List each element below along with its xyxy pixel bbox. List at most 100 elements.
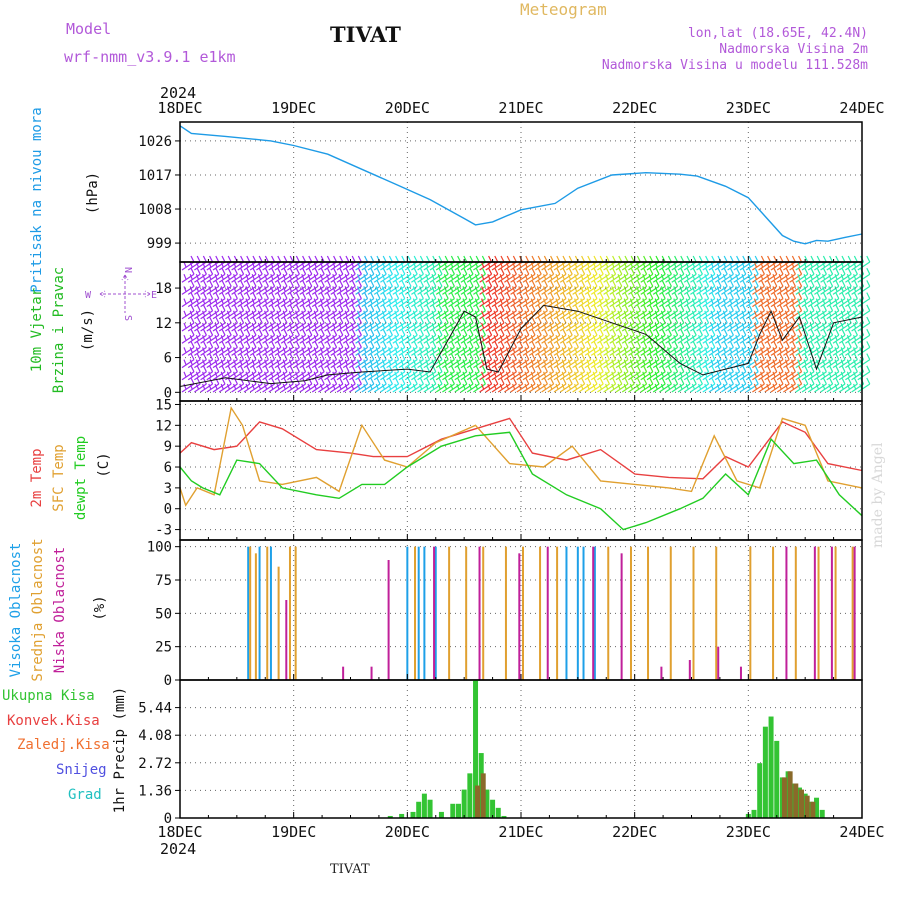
wind-barb (324, 341, 338, 356)
bar-srednja-oblacnost (715, 546, 718, 680)
wind-barb (566, 365, 579, 381)
wind-barb (206, 328, 220, 344)
wind-barb (714, 304, 728, 320)
wind-barb (243, 377, 257, 393)
temp2m-axis-title: 2m Temp (29, 448, 45, 507)
wind-barb (690, 267, 703, 283)
wind-barb (634, 353, 648, 369)
wind-barb (429, 365, 443, 381)
wind-barb (547, 341, 561, 356)
wind-barb (758, 267, 772, 283)
wind-barb (466, 365, 480, 381)
wind-barb (758, 341, 772, 356)
wind-barb (404, 377, 418, 393)
wind-barb (671, 365, 685, 381)
y-tick-label: 999 (147, 236, 172, 252)
wind-barb (479, 280, 493, 295)
wind-barb (318, 292, 331, 308)
wind-barb (194, 377, 207, 393)
wind-barb (442, 341, 455, 356)
wind-barb (299, 341, 313, 356)
wind-barb (212, 341, 226, 356)
wind-barb (349, 341, 362, 356)
wind-barb (609, 292, 623, 308)
wind-barb (628, 304, 641, 320)
wind-barb (231, 255, 245, 271)
wind-barb (212, 267, 226, 283)
bar-ukupna-kisa (467, 773, 473, 818)
bar-ukupna-kisa (410, 811, 416, 818)
lonlat-label: lon,lat (18.65E, 42.4N) (687, 26, 868, 41)
wind-barb (659, 365, 672, 381)
wind-barb (857, 377, 871, 393)
wind-barb (795, 255, 809, 271)
x-tick-label-top: 20DEC (385, 99, 430, 117)
bar-niska-oblacnost (342, 666, 345, 680)
wind-barb (293, 365, 307, 381)
wind-barb (733, 328, 747, 344)
wind-barb (702, 341, 716, 356)
wind-barb (212, 377, 226, 393)
wind-barb (460, 341, 474, 356)
wind-barb (460, 328, 474, 344)
wind-barb (218, 280, 232, 295)
wind-barb (522, 292, 536, 308)
wind-barb (318, 341, 331, 356)
wind-barb (857, 280, 871, 295)
wind-barb (826, 255, 840, 271)
wind-barb (528, 280, 542, 295)
wind-barb (398, 280, 412, 295)
wind-barb (820, 267, 834, 283)
wind-barb (739, 267, 753, 283)
wind-barb (305, 316, 319, 332)
wind-barb (807, 304, 821, 320)
wind-barb (609, 328, 623, 344)
wind-barb (293, 353, 307, 369)
wind-barb (708, 316, 722, 332)
wind-barb (764, 328, 778, 344)
wind-barb (702, 328, 716, 344)
y-tick-label: 100 (147, 540, 172, 556)
wind-barb (789, 292, 803, 308)
wind-barb (516, 292, 530, 308)
wind-barb (485, 304, 499, 320)
wind-barb (256, 255, 269, 271)
wind-barb (776, 304, 790, 320)
bar-ukupna-kisa (490, 799, 496, 818)
bar-visoka-oblacnost (593, 546, 596, 680)
wind-barb (733, 267, 747, 283)
wind-barb (516, 353, 530, 369)
wind-barb (553, 304, 567, 320)
wind-barb (330, 304, 344, 320)
wind-barb (528, 353, 542, 369)
wind-barb (814, 316, 827, 332)
wind-barb (566, 304, 579, 320)
wind-barb (535, 328, 548, 344)
wind-barb (528, 328, 542, 344)
wind-barb (535, 316, 548, 332)
wind-barb (411, 316, 424, 332)
compass-e: E (151, 290, 157, 301)
wind-barb (522, 304, 536, 320)
wind-barb (398, 316, 412, 332)
wind-barb (380, 267, 393, 283)
wind-barb (783, 267, 796, 283)
wind-barb (287, 328, 300, 344)
wind-barb (702, 353, 716, 369)
wind-barb (249, 267, 263, 283)
wind-barb (491, 280, 505, 295)
sfctemp-axis-title: SFC Temp (51, 444, 67, 511)
wind-barb (845, 328, 858, 344)
wind-barb (826, 267, 840, 283)
wind-barb (795, 377, 809, 393)
wind-barb (491, 267, 505, 283)
wind-barb (770, 255, 784, 271)
wind-barb (448, 377, 462, 393)
wind-barb (621, 353, 635, 369)
wind-barb (578, 353, 592, 369)
wind-barb (262, 255, 276, 271)
wind-barb (547, 328, 561, 344)
wind-barb (200, 267, 214, 283)
wind-barb (417, 353, 431, 369)
wind-barb (373, 377, 387, 393)
